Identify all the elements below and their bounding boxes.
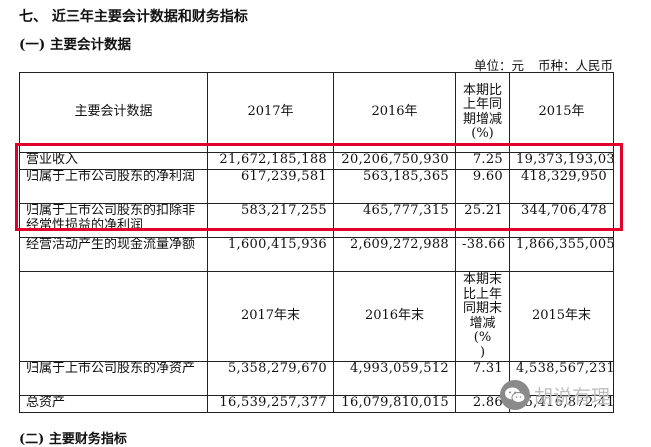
unit-line: 单位：元 币种：人民币 (474, 55, 613, 74)
watermark: 胡说有理 (500, 380, 610, 410)
watermark-text: 胡说有理 (534, 385, 611, 408)
table-header-row: 主要会计数据 2017年 2016年 本期比 上年同 期增减 (%) 2015年 (19, 72, 614, 153)
value-cell: 5,358,279,670 (207, 361, 334, 396)
row-label: 归属于上市公司股东的净利润 (19, 169, 208, 204)
section-title: 七、 近三年主要会计数据和财务指标 (19, 9, 248, 25)
next-section-fragment: (二) 主要财务指标 (19, 432, 127, 447)
table-row: 归属于上市公司股东的净利润 617,239,581 563,185,365 9.… (19, 169, 614, 204)
value-cell: 1,866,355,005 (509, 237, 614, 272)
table-row: 归属于上市公司股东的净资产 5,358,279,670 4,993,059,51… (19, 361, 614, 396)
value-cell: 2,609,272,988 (333, 237, 456, 272)
header-cell-change: 本期比 上年同 期增减 (%) (455, 72, 510, 153)
value-cell: 7.25 (455, 152, 510, 170)
value-cell: 2.86 (455, 395, 510, 413)
subsection-title: (一) 主要会计数据 (19, 37, 131, 53)
value-cell: 344,706,478 (509, 203, 614, 238)
unit-label: 单位：元 (473, 58, 524, 73)
value-cell: 21,672,185,188 (207, 152, 334, 170)
header-cell: 2016年末 (333, 271, 456, 362)
value-cell: 16,539,257,377 (207, 395, 334, 413)
accounting-data-table: 主要会计数据 2017年 2016年 本期比 上年同 期增减 (%) 2015年 营业… (19, 72, 614, 413)
value-cell: 4,993,059,512 (333, 361, 456, 396)
value-cell: 20,206,750,930 (333, 152, 456, 170)
header-cell: 2017年 (207, 72, 334, 153)
value-cell: 583,217,255 (207, 203, 334, 238)
row-label: 营业收入 (19, 152, 208, 170)
value-cell: 465,777,315 (333, 203, 456, 238)
header-cell: 主要会计数据 (19, 72, 208, 153)
table-row: 总资产 16,539,257,377 16,079,810,015 2.86 1… (19, 395, 614, 413)
row-label: 总资产 (19, 395, 208, 413)
value-cell: 19,373,193,032 (509, 152, 614, 170)
value-cell: 418,329,950 (509, 169, 614, 204)
value-cell: 9.60 (455, 169, 510, 204)
table-row: 营业收入 21,672,185,188 20,206,750,930 7.25 … (19, 152, 614, 170)
header-cell: 2015年末 (509, 271, 614, 362)
value-cell: 563,185,365 (333, 169, 456, 204)
header-cell (19, 271, 208, 362)
currency-label: 币种：人民币 (537, 58, 613, 73)
value-cell: 16,079,810,015 (333, 395, 456, 413)
header-cell: 2016年 (333, 72, 456, 153)
header-cell: 2015年 (509, 72, 614, 153)
value-cell: 25.21 (455, 203, 510, 238)
row-label: 归属于上市公司股东的净资产 (19, 361, 208, 396)
wechat-icon (500, 380, 530, 410)
row-label: 归属于上市公司股东的扣除非经常性损益的净利润 (19, 203, 208, 238)
value-cell: 15,416,872,412 (509, 395, 614, 413)
value-cell: 1,600,415,936 (207, 237, 334, 272)
header-cell: 2017年末 (207, 271, 334, 362)
table-row: 经营活动产生的现金流量净额 1,600,415,936 2,609,272,98… (19, 237, 614, 272)
value-cell: 617,239,581 (207, 169, 334, 204)
value-cell: -38.66 (455, 237, 510, 272)
table-header-row-2: 2017年末 2016年末 本期末 比上年 同期末 增减(%) 2015年末 (19, 271, 614, 362)
row-label: 经营活动产生的现金流量净额 (19, 237, 208, 272)
table-row: 归属于上市公司股东的扣除非经常性损益的净利润 583,217,255 465,7… (19, 203, 614, 238)
header-cell-change: 本期末 比上年 同期末 增减(%) (455, 271, 510, 362)
